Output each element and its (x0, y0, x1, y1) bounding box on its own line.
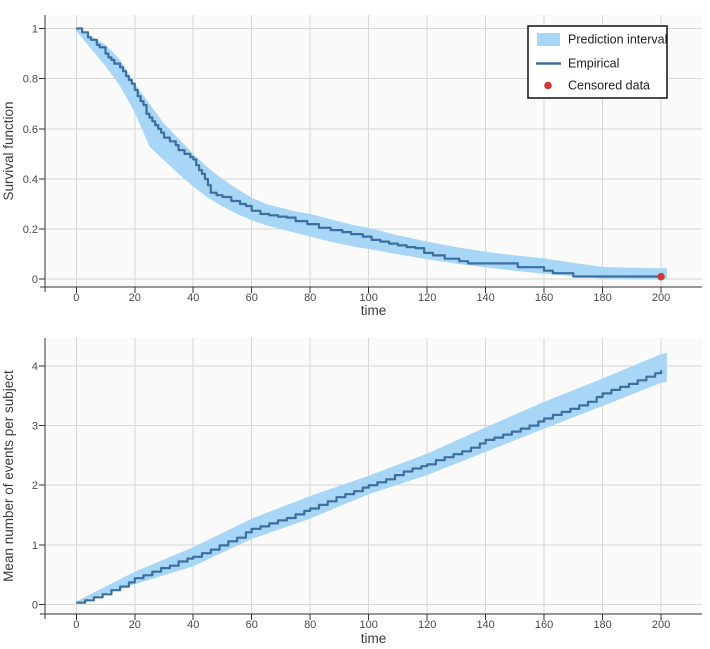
x-tick-label: 140 (476, 619, 494, 631)
x-tick-label: 100 (359, 619, 377, 631)
legend-item-label: Censored data (568, 79, 650, 93)
x-axis-title: time (361, 631, 387, 646)
y-axis-title: Survival function (1, 101, 16, 200)
x-tick-label: 120 (418, 292, 436, 304)
x-tick-label: 80 (304, 619, 316, 631)
x-tick-label: 20 (129, 292, 141, 304)
empirical-line (76, 370, 663, 604)
x-tick-label: 160 (535, 619, 553, 631)
x-tick-label: 200 (652, 292, 670, 304)
empirical-line (76, 27, 663, 278)
prediction-interval-swatch (537, 33, 560, 46)
prediction-interval-band (76, 352, 667, 604)
legend: Prediction interval Empirical Censored dat… (527, 25, 668, 99)
x-tick-label: 200 (652, 619, 670, 631)
legend-item-label: Prediction interval (568, 33, 667, 47)
y-axis-title: Mean number of events per subject (1, 370, 16, 582)
y-tick-label: 0 (32, 274, 38, 286)
y-tick-label: 4 (32, 361, 38, 373)
y-tick-label: 0.4 (23, 174, 38, 186)
x-tick-label: 180 (593, 619, 611, 631)
x-tick-label: 80 (304, 292, 316, 304)
y-tick-label: 0.6 (23, 124, 38, 136)
censored-point (657, 272, 665, 281)
y-tick-label: 3 (32, 421, 38, 433)
censored-dot-swatch (544, 81, 552, 90)
legend-item-label: Empirical (568, 57, 619, 71)
prediction-interval-band (76, 28, 667, 280)
y-tick-label: 0.8 (23, 74, 38, 86)
x-tick-label: 140 (476, 292, 494, 304)
x-tick-label: 100 (359, 292, 377, 304)
x-tick-label: 0 (73, 619, 79, 631)
x-tick-label: 120 (418, 619, 436, 631)
y-tick-label: 0.2 (23, 224, 38, 236)
y-tick-label: 0 (32, 599, 38, 611)
y-tick-label: 1 (32, 540, 38, 552)
x-tick-label: 60 (246, 619, 258, 631)
x-axis-title: time (361, 303, 387, 318)
x-tick-label: 0 (73, 292, 79, 304)
x-tick-label: 20 (129, 619, 141, 631)
y-tick-label: 2 (32, 480, 38, 492)
mean-events-chart: 0 20 40 60 80 100 120 140 160 180 200 0 1 2 3 4 time Mean… (1, 338, 702, 646)
x-tick-label: 40 (187, 292, 199, 304)
x-tick-label: 60 (246, 292, 258, 304)
x-tick-label: 160 (535, 292, 553, 304)
survival-function-chart: 0 20 40 60 80 100 120 140 160 180 200 0 0.2 0.4 0.6 0.8… (1, 15, 702, 318)
x-tick-label: 180 (593, 292, 611, 304)
y-tick-label: 1 (32, 24, 38, 36)
x-tick-label: 40 (187, 619, 199, 631)
